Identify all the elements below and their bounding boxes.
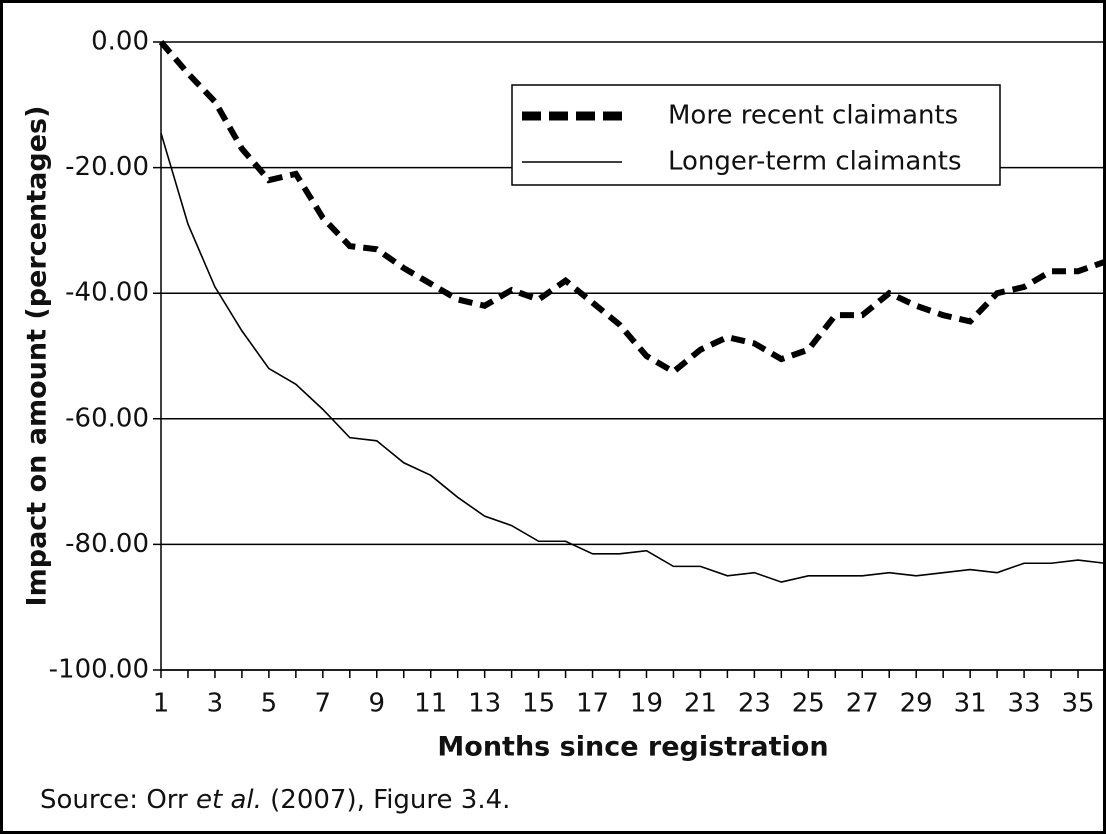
x-tick-label: 25 xyxy=(792,689,825,719)
series-line xyxy=(160,132,1106,583)
legend-box xyxy=(511,84,1001,186)
x-tick-label: 15 xyxy=(522,689,555,719)
x-tick-label: 35 xyxy=(1061,689,1094,719)
x-tick-label: 33 xyxy=(1008,689,1041,719)
y-tick-label: -60.00 xyxy=(65,403,149,433)
x-tick-label: 11 xyxy=(414,689,447,719)
x-tick-label: 13 xyxy=(468,689,501,719)
x-tick-label: 29 xyxy=(900,689,933,719)
source-text: Source: Orr xyxy=(40,785,196,815)
y-axis-title: Impact on amount (percentages) xyxy=(22,106,53,607)
series-line xyxy=(158,40,1106,376)
y-tick-label: -100.00 xyxy=(49,655,149,685)
x-tick-label: 3 xyxy=(207,689,224,719)
y-tick-label: -40.00 xyxy=(65,278,149,308)
x-axis-title: Months since registration xyxy=(437,732,828,763)
x-tick-label: 23 xyxy=(738,689,771,719)
x-tick-label: 19 xyxy=(630,689,663,719)
x-tick-label: 21 xyxy=(684,689,717,719)
y-tick-label: 0.00 xyxy=(91,27,149,57)
x-tick-label: 27 xyxy=(846,689,879,719)
legend-label: Longer-term claimants xyxy=(668,147,962,177)
x-tick-label: 31 xyxy=(954,689,987,719)
x-tick-label: 1 xyxy=(153,689,170,719)
y-tick-label: -20.00 xyxy=(65,152,149,182)
x-tick-label: 7 xyxy=(315,689,332,719)
source-note: Source: Orr et al. (2007), Figure 3.4. xyxy=(40,785,510,815)
x-tick-label: 17 xyxy=(576,689,609,719)
x-tick-label: 9 xyxy=(368,689,385,719)
source-text: et al. xyxy=(196,785,262,815)
y-tick-label: -80.00 xyxy=(65,529,149,559)
source-text: (2007), Figure 3.4. xyxy=(262,785,511,815)
x-tick-label: 5 xyxy=(261,689,278,719)
legend-label: More recent claimants xyxy=(668,101,958,131)
